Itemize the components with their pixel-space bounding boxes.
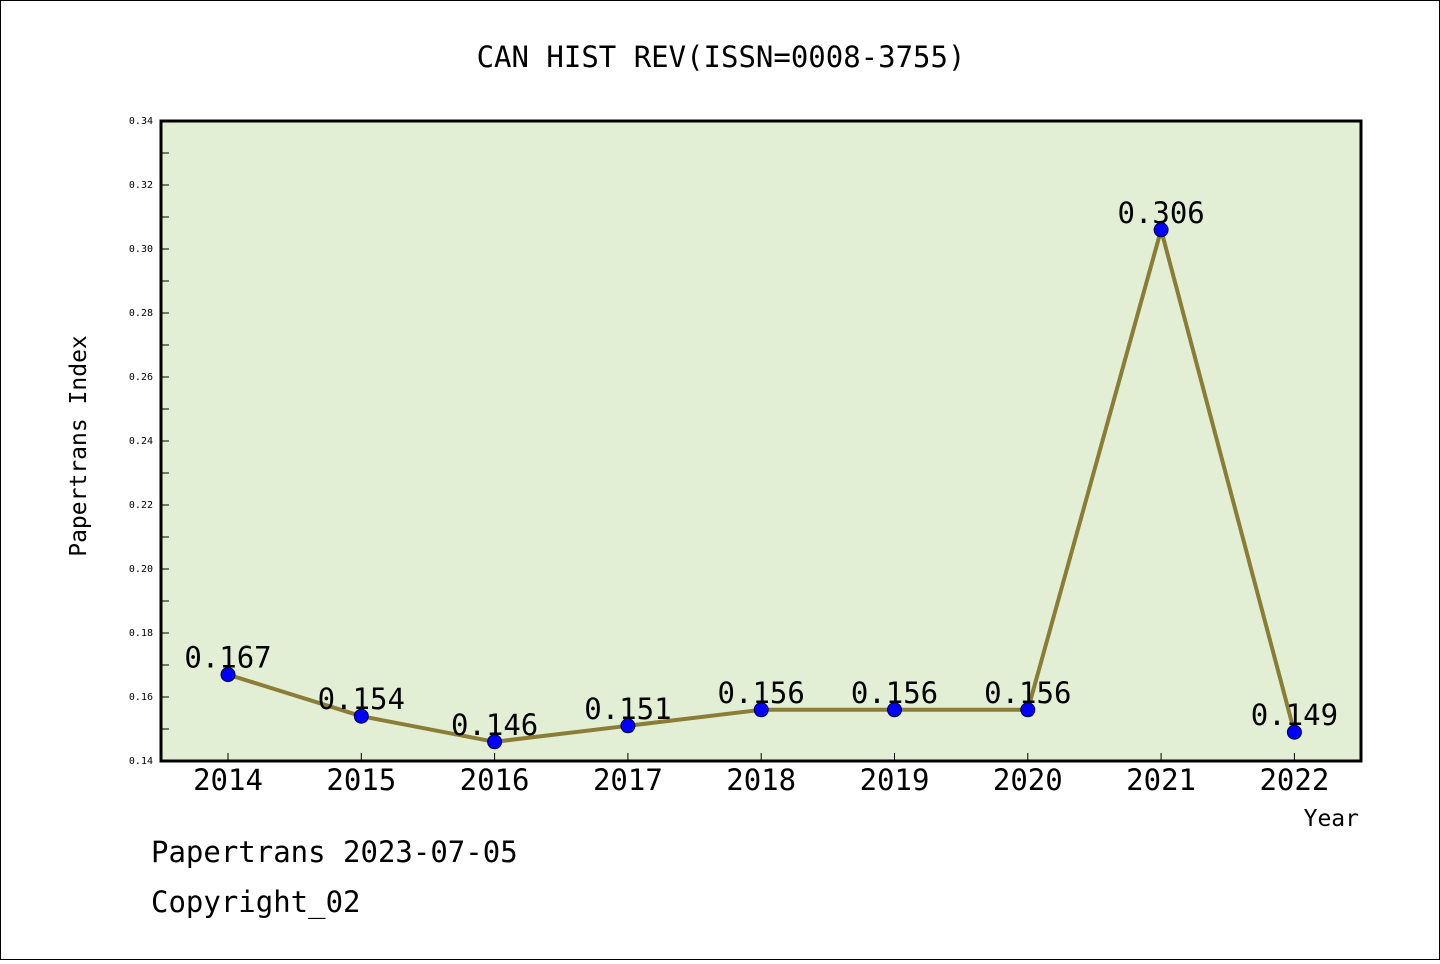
x-tick-label: 2014 xyxy=(193,763,263,797)
x-tick-label: 2017 xyxy=(593,763,663,797)
data-label: 0.149 xyxy=(1251,698,1338,732)
data-label: 0.154 xyxy=(318,682,405,716)
y-tick-label: 0.26 xyxy=(129,372,153,383)
x-axis: 2014 2015 2016 2017 2018 2019 2020 2021 2022 xyxy=(193,753,1329,797)
footer-date: Papertrans 2023-07-05 xyxy=(151,835,518,869)
x-tick-label: 2019 xyxy=(860,763,930,797)
x-tick-label: 2018 xyxy=(726,763,796,797)
x-axis-label: Year xyxy=(1304,806,1359,832)
y-tick-label: 0.14 xyxy=(129,756,153,767)
y-tick-label: 0.30 xyxy=(129,244,153,255)
data-label-layer: 0.167 0.154 0.146 0.151 0.156 0.156 0.156 0.306… xyxy=(184,196,1338,742)
y-axis: 0.14 0.16 0.18 0.20 0.22 0.24 0.26 0.28 0.30 0.32… xyxy=(129,116,169,767)
data-point xyxy=(220,667,236,683)
data-label: 0.306 xyxy=(1117,196,1204,230)
data-label: 0.151 xyxy=(584,692,671,726)
y-tick-label: 0.34 xyxy=(129,116,153,127)
x-tick-label: 2022 xyxy=(1259,763,1329,797)
x-tick-label: 2016 xyxy=(460,763,530,797)
data-label: 0.156 xyxy=(851,676,938,710)
data-point xyxy=(753,702,769,718)
y-tick-label: 0.22 xyxy=(129,500,153,511)
y-tick-label: 0.24 xyxy=(129,436,153,447)
data-point xyxy=(1020,702,1036,718)
chart-title: CAN HIST REV(ISSN=0008-3755) xyxy=(477,40,966,74)
y-axis-label: Papertrans Index xyxy=(66,335,92,557)
data-point xyxy=(353,708,369,724)
y-tick-label: 0.28 xyxy=(129,308,153,319)
data-point xyxy=(487,734,503,750)
x-tick-label: 2015 xyxy=(326,763,396,797)
y-tick-label: 0.16 xyxy=(129,692,153,703)
data-point xyxy=(620,718,636,734)
footer-copyright: Copyright_02 xyxy=(151,885,361,919)
data-label: 0.167 xyxy=(184,641,271,675)
data-point xyxy=(1153,222,1169,238)
data-label: 0.146 xyxy=(451,708,538,742)
y-tick-label: 0.32 xyxy=(129,180,153,191)
series-layer xyxy=(220,222,1302,750)
x-tick-label: 2021 xyxy=(1126,763,1196,797)
data-point xyxy=(887,702,902,718)
x-tick-label: 2020 xyxy=(993,763,1063,797)
y-tick-label: 0.18 xyxy=(129,628,153,639)
data-label: 0.156 xyxy=(718,676,805,710)
data-label: 0.156 xyxy=(984,676,1071,710)
y-tick-label: 0.20 xyxy=(129,564,153,575)
data-point xyxy=(1286,724,1302,740)
